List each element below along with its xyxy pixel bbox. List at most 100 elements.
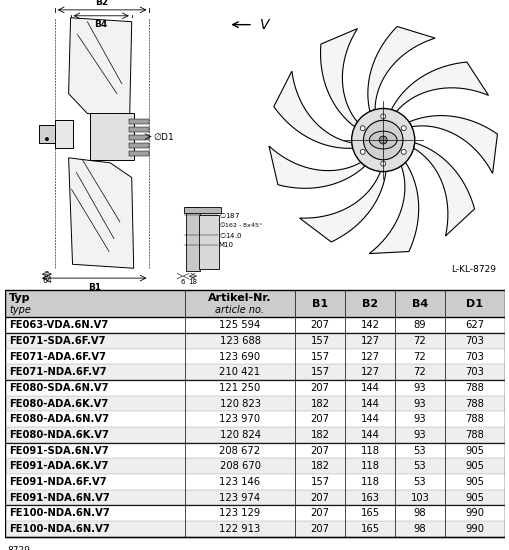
Text: 990: 990	[465, 524, 484, 534]
Polygon shape	[369, 162, 418, 254]
Text: 990: 990	[465, 508, 484, 518]
Text: 127: 127	[360, 351, 379, 361]
Text: 182: 182	[310, 399, 329, 409]
Text: 144: 144	[360, 399, 379, 409]
Bar	[128, 119, 149, 124]
Text: 123 690: 123 690	[219, 351, 260, 361]
Text: 120 823: 120 823	[219, 399, 260, 409]
Text: 120 824: 120 824	[219, 430, 260, 440]
Text: B1: B1	[88, 283, 101, 292]
Bar	[128, 151, 149, 156]
Text: FE100-NDA.6N.V7: FE100-NDA.6N.V7	[9, 524, 109, 534]
Text: FE080-NDA.6K.V7: FE080-NDA.6K.V7	[9, 430, 109, 440]
Polygon shape	[69, 158, 133, 268]
Text: 64: 64	[42, 276, 52, 285]
Polygon shape	[268, 146, 364, 188]
Text: 123 970: 123 970	[219, 414, 260, 424]
Text: Typ: Typ	[9, 293, 31, 303]
Text: FE091-SDA.6N.V7: FE091-SDA.6N.V7	[9, 446, 108, 455]
Bar	[199, 215, 218, 270]
Text: $\varnothing$14.0: $\varnothing$14.0	[218, 230, 241, 240]
FancyBboxPatch shape	[5, 364, 504, 380]
Text: M10: M10	[218, 241, 233, 248]
Text: 8729: 8729	[8, 546, 31, 550]
Text: 788: 788	[465, 430, 484, 440]
Text: 703: 703	[465, 336, 484, 346]
FancyBboxPatch shape	[5, 459, 504, 474]
Circle shape	[380, 114, 385, 119]
FancyBboxPatch shape	[5, 474, 504, 490]
Polygon shape	[408, 116, 496, 173]
Text: V: V	[260, 18, 269, 32]
Text: 703: 703	[465, 351, 484, 361]
Text: FE091-ADA.6K.V7: FE091-ADA.6K.V7	[9, 461, 108, 471]
Circle shape	[363, 120, 402, 160]
FancyBboxPatch shape	[5, 349, 504, 364]
Polygon shape	[413, 143, 474, 236]
Text: 72: 72	[413, 367, 426, 377]
Text: $\varnothing$D1: $\varnothing$D1	[153, 131, 175, 142]
Text: 6: 6	[180, 279, 185, 285]
FancyBboxPatch shape	[5, 427, 504, 443]
Text: 788: 788	[465, 399, 484, 409]
FancyBboxPatch shape	[5, 521, 504, 537]
Text: 123 129: 123 129	[219, 508, 260, 518]
Text: 123 974: 123 974	[219, 493, 260, 503]
Text: 93: 93	[413, 383, 426, 393]
Text: 103: 103	[410, 493, 429, 503]
Bar	[186, 207, 200, 271]
Text: 157: 157	[310, 336, 329, 346]
Polygon shape	[299, 172, 385, 242]
Text: 142: 142	[360, 320, 379, 330]
Text: 127: 127	[360, 336, 379, 346]
FancyBboxPatch shape	[5, 396, 504, 411]
Text: $\varnothing$187: $\varnothing$187	[218, 210, 239, 220]
Circle shape	[401, 150, 405, 155]
Text: 207: 207	[310, 493, 329, 503]
Polygon shape	[69, 18, 131, 117]
Text: 144: 144	[360, 414, 379, 424]
FancyBboxPatch shape	[5, 333, 504, 349]
Text: 89: 89	[413, 320, 426, 330]
Text: 207: 207	[310, 414, 329, 424]
Polygon shape	[367, 26, 434, 112]
FancyBboxPatch shape	[5, 317, 504, 333]
Circle shape	[359, 126, 364, 131]
Text: Artikel-Nr.: Artikel-Nr.	[208, 293, 271, 303]
Text: FE063-VDA.6N.V7: FE063-VDA.6N.V7	[9, 320, 108, 330]
Text: 93: 93	[413, 430, 426, 440]
Text: 123 688: 123 688	[219, 336, 260, 346]
FancyBboxPatch shape	[5, 443, 504, 459]
Text: 127: 127	[360, 367, 379, 377]
Circle shape	[379, 136, 386, 144]
Text: 207: 207	[310, 320, 329, 330]
Text: 905: 905	[465, 461, 484, 471]
Text: B4: B4	[94, 20, 107, 29]
Circle shape	[401, 126, 405, 131]
Text: 121 250: 121 250	[219, 383, 260, 393]
FancyBboxPatch shape	[5, 505, 504, 521]
Text: 627: 627	[464, 320, 484, 330]
Circle shape	[380, 161, 385, 166]
Text: type: type	[9, 305, 31, 315]
Polygon shape	[273, 71, 352, 148]
Text: FE091-NDA.6N.V7: FE091-NDA.6N.V7	[9, 493, 109, 503]
Text: 72: 72	[413, 351, 426, 361]
Circle shape	[359, 150, 364, 155]
Text: L-KL-8729: L-KL-8729	[451, 265, 496, 274]
Text: 905: 905	[465, 493, 484, 503]
Text: B4: B4	[411, 299, 427, 309]
Bar	[54, 120, 72, 148]
Ellipse shape	[369, 131, 396, 149]
Text: 157: 157	[310, 351, 329, 361]
Text: 144: 144	[360, 430, 379, 440]
FancyBboxPatch shape	[5, 380, 504, 396]
Text: 123 146: 123 146	[219, 477, 260, 487]
Text: 788: 788	[465, 383, 484, 393]
Polygon shape	[320, 29, 357, 126]
Text: 703: 703	[465, 367, 484, 377]
Text: 905: 905	[465, 477, 484, 487]
Text: $\varnothing$162 - 8x45°: $\varnothing$162 - 8x45°	[218, 221, 262, 229]
Text: 93: 93	[413, 414, 426, 424]
FancyBboxPatch shape	[5, 490, 504, 505]
